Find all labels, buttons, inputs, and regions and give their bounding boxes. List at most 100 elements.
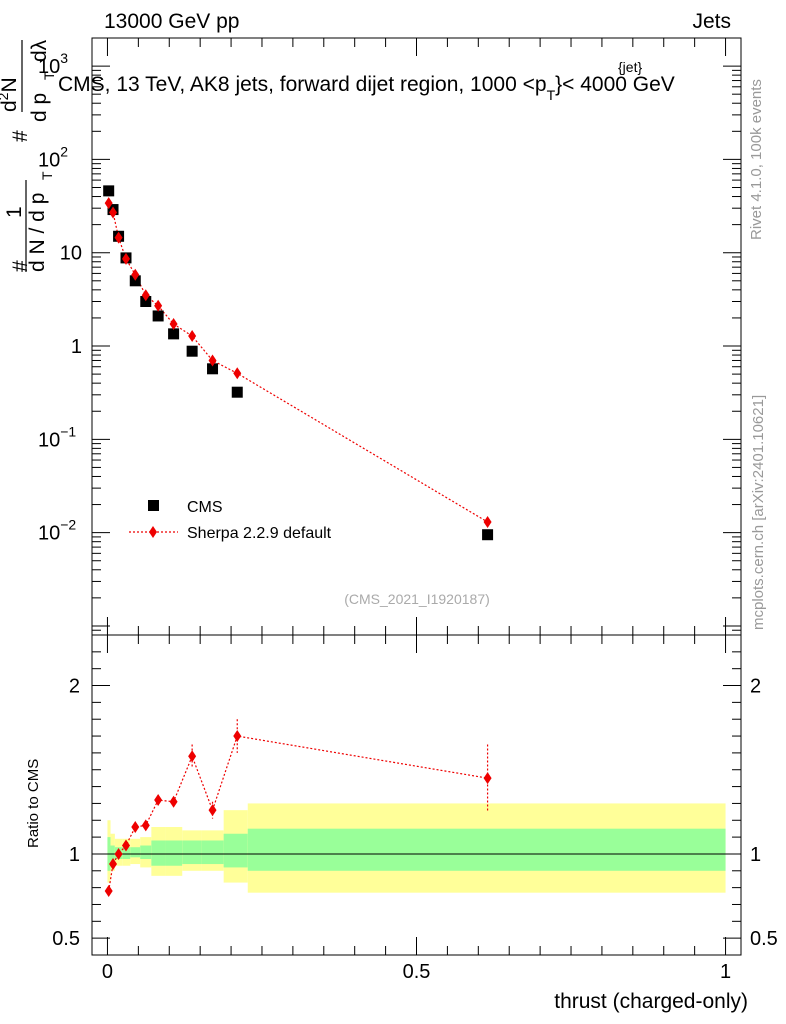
sherpa-point (109, 206, 118, 219)
ratio-xtick-label: 0 (102, 961, 113, 983)
main-ytick-base: 10 (38, 523, 60, 545)
cms-point (129, 275, 141, 287)
main-ytick-base: 10 (38, 429, 60, 451)
band-inner (201, 840, 224, 865)
ratio-frame (91, 634, 742, 956)
sherpa-point (104, 197, 113, 210)
ratio-ytick-label-right: 2 (750, 676, 761, 698)
plot-title: CMS, 13 TeV, AK8 jets, forward dijet reg… (58, 73, 675, 103)
legend-cms-marker (148, 500, 159, 511)
ratio-point (188, 750, 197, 763)
cms-point (152, 310, 164, 322)
cms-point (140, 296, 152, 308)
main-ytick-exp: −1 (60, 423, 76, 439)
ratio-bands (107, 803, 726, 893)
cms-point (482, 529, 494, 541)
main-ytick-base: 10 (60, 243, 82, 265)
cms-point (168, 328, 180, 340)
sherpa-line (108, 202, 488, 523)
ylabel-dpt-dl: d p (28, 93, 51, 122)
ratio-ytick-label-left: 0.5 (52, 928, 80, 950)
band-inner (122, 847, 131, 859)
band-inner (165, 840, 183, 866)
ylabel-dn-dpt-sub: T (39, 171, 55, 180)
sherpa-point (208, 354, 217, 367)
main-ytick-label: 103 (38, 50, 68, 78)
main-ytick-label: 10 (60, 243, 82, 265)
main-ytick-exp: 2 (60, 143, 68, 159)
ylabel-dpt-dl-sub: T (41, 71, 57, 80)
main-ytick-exp: −2 (60, 517, 76, 533)
main-ytick-label: 10−2 (38, 517, 76, 545)
ratio-point (109, 858, 118, 871)
band-inner (151, 840, 166, 866)
sherpa-point (141, 289, 150, 302)
sherpa-point (114, 231, 123, 244)
cms-point (186, 345, 198, 357)
ylabel-lambda: dλ (28, 39, 51, 62)
ratio-point (169, 795, 178, 808)
ratio-point (233, 730, 242, 743)
legend-cms-label: CMS (187, 499, 223, 516)
side-rivet-label: Rivet 4.1.0, 100k events (748, 79, 765, 240)
cms-point (231, 386, 243, 398)
ratio-point (141, 819, 150, 832)
ylabel-one: 1 (3, 206, 26, 218)
title-prefix: CMS, 13 TeV, AK8 jets, forward dijet reg… (58, 73, 547, 96)
legend-sherpa-label: Sherpa 2.2.9 default (187, 525, 332, 542)
ylabel-num-hash: # (9, 130, 32, 142)
band-inner (223, 833, 248, 868)
category-label: Jets (692, 10, 731, 33)
ratio-point (114, 847, 123, 860)
ratio-ytick-label-left: 1 (69, 844, 80, 866)
main-ylabel: # 1 d N / d p T # d2N d p T dλ (0, 39, 57, 272)
ratio-ylabel: Ratio to CMS (25, 759, 42, 848)
ratio-ytick-label-right: 1 (750, 844, 761, 866)
title-sup: {jet} (618, 59, 642, 75)
energy-label: 13000 GeV pp (104, 10, 239, 33)
ratio-xtick-label: 1 (720, 961, 731, 983)
ratio-ytick-label-left: 2 (69, 676, 80, 698)
ratio-point (131, 821, 140, 833)
band-inner (247, 828, 726, 871)
legend: CMS Sherpa 2.2.9 default (129, 499, 332, 542)
ylabel-d: d (0, 100, 21, 112)
sherpa-point (233, 367, 242, 380)
sherpa-point (154, 299, 163, 312)
sherpa-point (169, 318, 178, 331)
side-site-label: mcplots.cern.ch [arXiv:2401.10621] (750, 395, 767, 630)
main-ytick-label: 10−1 (38, 423, 76, 451)
ylabel-dn-dpt: d N / d p (26, 193, 49, 272)
sherpa-point (131, 268, 140, 281)
ratio-point (104, 885, 113, 897)
ylabel-n: N (0, 77, 21, 92)
cms-point (207, 363, 219, 375)
x-axis-label: thrust (charged-only) (554, 990, 748, 1013)
sherpa-point (121, 252, 130, 265)
band-inner (130, 847, 141, 858)
analysis-tag: (CMS_2021_I1920187) (344, 591, 490, 607)
ratio-xtick-label: 0.5 (403, 961, 431, 983)
main-ytick-base: 10 (38, 56, 60, 78)
band-inner (140, 845, 152, 859)
title-suffix: }< 4000 GeV (555, 73, 675, 96)
ratio-point (121, 839, 130, 852)
ratio-point (208, 804, 217, 817)
ylabel-d2n: d2N (0, 77, 21, 112)
title-sub: T (547, 87, 556, 103)
sherpa-point (483, 516, 492, 529)
sherpa-point (188, 330, 197, 343)
ratio-point (154, 794, 163, 807)
band-inner (110, 845, 115, 861)
main-ytick-label: 1 (71, 336, 82, 358)
main-series (103, 185, 494, 541)
cms-point (103, 185, 115, 197)
ratio-point (483, 772, 492, 785)
ylabel-two: 2 (0, 92, 11, 100)
ratio-ytick-label-right: 0.5 (750, 928, 778, 950)
ratio-series (104, 719, 492, 897)
legend-sherpa-marker (149, 526, 157, 538)
main-ytick-label: 102 (38, 143, 68, 171)
